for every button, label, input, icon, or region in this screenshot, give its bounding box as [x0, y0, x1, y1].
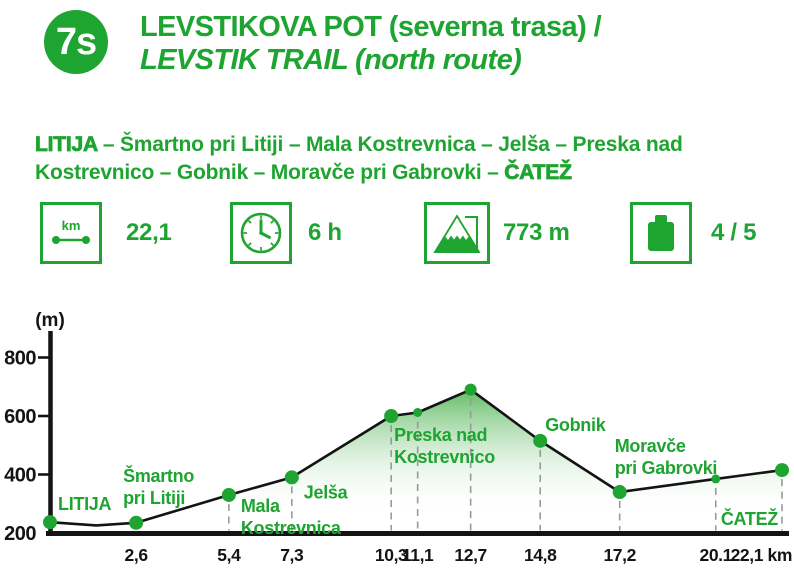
place-label: Moravče: [615, 436, 686, 456]
chart-point-dot: [284, 470, 299, 485]
place-label: pri Gabrovki: [615, 458, 717, 478]
place-label: Gobnik: [545, 415, 606, 435]
elevation-profile-chart: 200 400 600 800 (m) 2,6 5,4 7,3 10,311,1 12,7 14,8…: [4, 310, 792, 565]
chart-point-dot: [711, 474, 721, 484]
chart-point-dot: [464, 383, 477, 396]
chart-point-dot: [129, 515, 144, 530]
x-tick-label: 14,8: [524, 545, 557, 565]
clock-icon: [230, 202, 292, 264]
ruler-km-icon: km: [40, 202, 102, 264]
place-label: pri Litiji: [123, 488, 185, 508]
x-tick-label: 11,1: [402, 545, 434, 565]
x-tick-label: 5,4: [217, 545, 241, 565]
place-label: ČATEŽ: [721, 508, 778, 529]
distance-value: 22,1: [126, 219, 172, 246]
place-label: Mala: [241, 496, 281, 516]
chart-point-dot: [775, 463, 789, 478]
y-tick-label: 400: [4, 465, 36, 487]
route-end: ČATEŽ: [504, 161, 572, 185]
chart-point-dot: [221, 487, 236, 502]
x-tick-label: 10,3: [375, 545, 408, 565]
ruler-km-icon-label: km: [62, 218, 81, 233]
place-label: Kostrevnico: [394, 447, 495, 467]
chart-point-dot: [384, 409, 399, 423]
place-label: Jelša: [304, 482, 349, 502]
stat-difficulty: 4 / 5: [630, 202, 757, 264]
place-label: Preska nad: [394, 425, 487, 445]
route-middle: – Šmartno pri Litiji – Mala Kostrevnica …: [35, 133, 683, 184]
x-tick-label: 7,3: [280, 545, 304, 565]
trail-number: 7s: [55, 20, 97, 63]
title-slovenian: LEVSTIKOVA POT (severna trasa) /: [140, 11, 602, 43]
title-english: LEVSTIK TRAIL (north route): [140, 44, 522, 76]
x-tick-label: 22,1 km: [731, 545, 792, 565]
y-tick-label: 600: [4, 406, 36, 428]
y-axis-unit: (m): [35, 310, 65, 331]
route-description: LITIJA – Šmartno pri Litiji – Mala Kostr…: [35, 131, 755, 187]
place-label: Kostrevnica: [241, 518, 342, 538]
stat-ascent: 773 m: [424, 202, 570, 264]
duration-value: 6 h: [308, 219, 342, 246]
stat-duration: 6 h: [230, 202, 342, 264]
x-tick-label: 12,7: [454, 545, 486, 565]
route-start: LITIJA: [35, 133, 98, 157]
y-tick-label: 200: [4, 523, 36, 545]
place-label: LITIJA: [58, 494, 112, 514]
page-title: LEVSTIKOVA POT (severna trasa) / LEVSTIK…: [140, 11, 602, 77]
stat-distance: km 22,1: [40, 202, 172, 264]
chart-point-dot: [612, 485, 627, 500]
chart-point-dot: [43, 515, 57, 530]
x-tick-label: 17,2: [603, 545, 636, 565]
y-tick-label: 800: [4, 348, 36, 370]
mountain-icon: [424, 202, 490, 264]
chart-point-dot: [413, 407, 423, 417]
weight-icon: [630, 202, 692, 264]
place-label: Šmartno: [123, 465, 194, 486]
x-tick-label: 2,6: [125, 545, 149, 565]
trail-number-badge: 7s: [44, 10, 108, 74]
x-tick-label: 20.1: [700, 545, 733, 565]
difficulty-value: 4 / 5: [711, 219, 757, 246]
ascent-value: 773 m: [503, 219, 570, 246]
chart-point-dot: [533, 433, 548, 448]
